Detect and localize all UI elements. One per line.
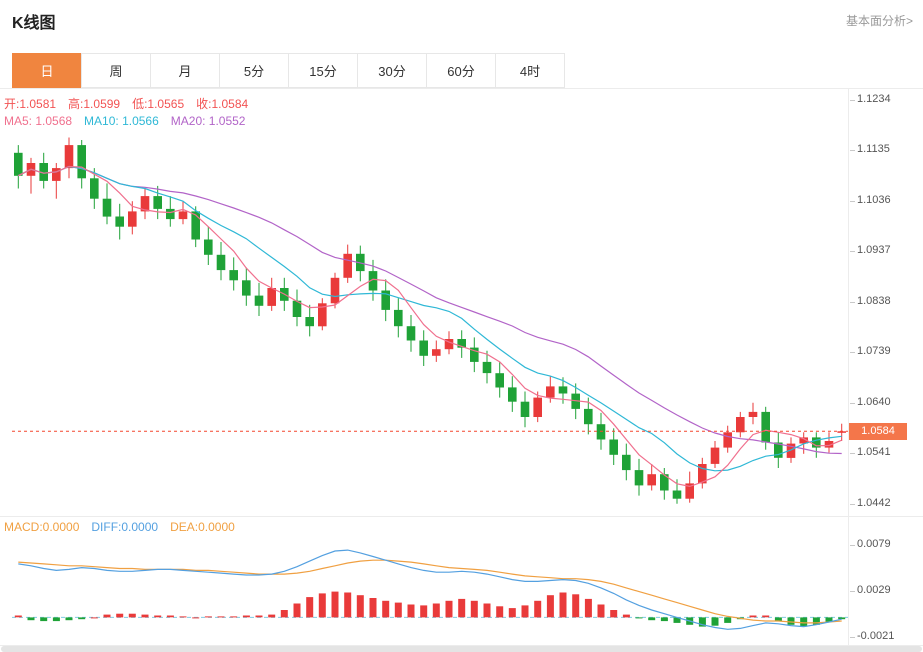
- y-axis-label: 1.1234: [850, 92, 891, 105]
- y-axis-label: 1.0541: [850, 446, 891, 459]
- y-axis-label: 1.0442: [850, 496, 891, 509]
- y-axis-label: -0.0021: [849, 629, 895, 642]
- ohlc-legend: 开:1.0581 高:1.0599 低:1.0565 收:1.0584: [4, 95, 260, 112]
- dea-value: DEA:0.0000: [170, 520, 235, 534]
- ma20-line: [18, 165, 842, 455]
- y-axis-label: 0.0029: [850, 583, 891, 596]
- ma10-line: [18, 165, 842, 472]
- tab-m15[interactable]: 15分: [288, 53, 358, 88]
- y-axis-label: 0.0079: [850, 537, 891, 550]
- ohlc-open: 开:1.0581: [4, 97, 57, 111]
- ma5-value: MA5: 1.0568: [4, 114, 73, 128]
- ohlc-close: 收:1.0584: [196, 97, 249, 111]
- y-axis-label: 1.0838: [850, 294, 891, 307]
- tab-month[interactable]: 月: [150, 53, 220, 88]
- ma5-line: [18, 165, 842, 488]
- ma-legend: MA5: 1.0568 MA10: 1.0566 MA20: 1.0552: [4, 114, 257, 128]
- tab-week[interactable]: 周: [81, 53, 151, 88]
- candles: [14, 137, 846, 504]
- macd-value: MACD:0.0000: [4, 520, 80, 534]
- ma10-value: MA10: 1.0566: [84, 114, 159, 128]
- macd-legend: MACD:0.0000 DIFF:0.0000 DEA:0.0000: [4, 520, 247, 534]
- macd-svg: [12, 549, 848, 630]
- period-tabs: 日周月 5分 15分 30分 60分 4时: [12, 53, 565, 88]
- y-axis-label: 1.0937: [850, 244, 891, 257]
- horizontal-scrollbar[interactable]: [1, 646, 922, 652]
- y-axis-label: 1.1036: [850, 193, 891, 206]
- kline-chart[interactable]: [12, 89, 848, 516]
- y-axis-label: 1.0739: [850, 345, 891, 358]
- kline-pane: 开:1.0581 高:1.0599 低:1.0565 收:1.0584 MA5: 1.…: [0, 88, 923, 517]
- diff-line: [18, 549, 842, 630]
- dea-line: [18, 559, 842, 624]
- tab-m60[interactable]: 60分: [426, 53, 496, 88]
- tab-m5[interactable]: 5分: [219, 53, 289, 88]
- diff-value: DIFF:0.0000: [91, 520, 159, 534]
- macd-pane: MACD:0.0000 DIFF:0.0000 DEA:0.0000 0.0079 0…: [0, 516, 923, 646]
- y-axis-label: 1.0640: [850, 395, 891, 408]
- price-axis: 1.0584 1.1234 1.1135 1.1036 1.0937 1.0838 1.0…: [848, 89, 923, 516]
- fundamental-analysis-link[interactable]: 基本面分析>: [845, 14, 913, 28]
- tab-day[interactable]: 日: [12, 53, 82, 88]
- kline-svg: [12, 137, 848, 504]
- macd-axis: 0.0079 0.0029 -0.0021: [848, 516, 923, 645]
- current-price-badge: 1.0584: [849, 423, 907, 440]
- y-axis-label: 1.1135: [850, 143, 890, 156]
- tab-h4[interactable]: 4时: [495, 53, 565, 88]
- macd-histogram: [14, 591, 846, 627]
- ohlc-low: 低:1.0565: [132, 97, 185, 111]
- tab-m30[interactable]: 30分: [357, 53, 427, 88]
- ma20-value: MA20: 1.0552: [170, 114, 246, 128]
- ohlc-high: 高:1.0599: [68, 97, 121, 111]
- macd-chart[interactable]: [12, 516, 848, 645]
- page-title: K线图: [12, 15, 56, 32]
